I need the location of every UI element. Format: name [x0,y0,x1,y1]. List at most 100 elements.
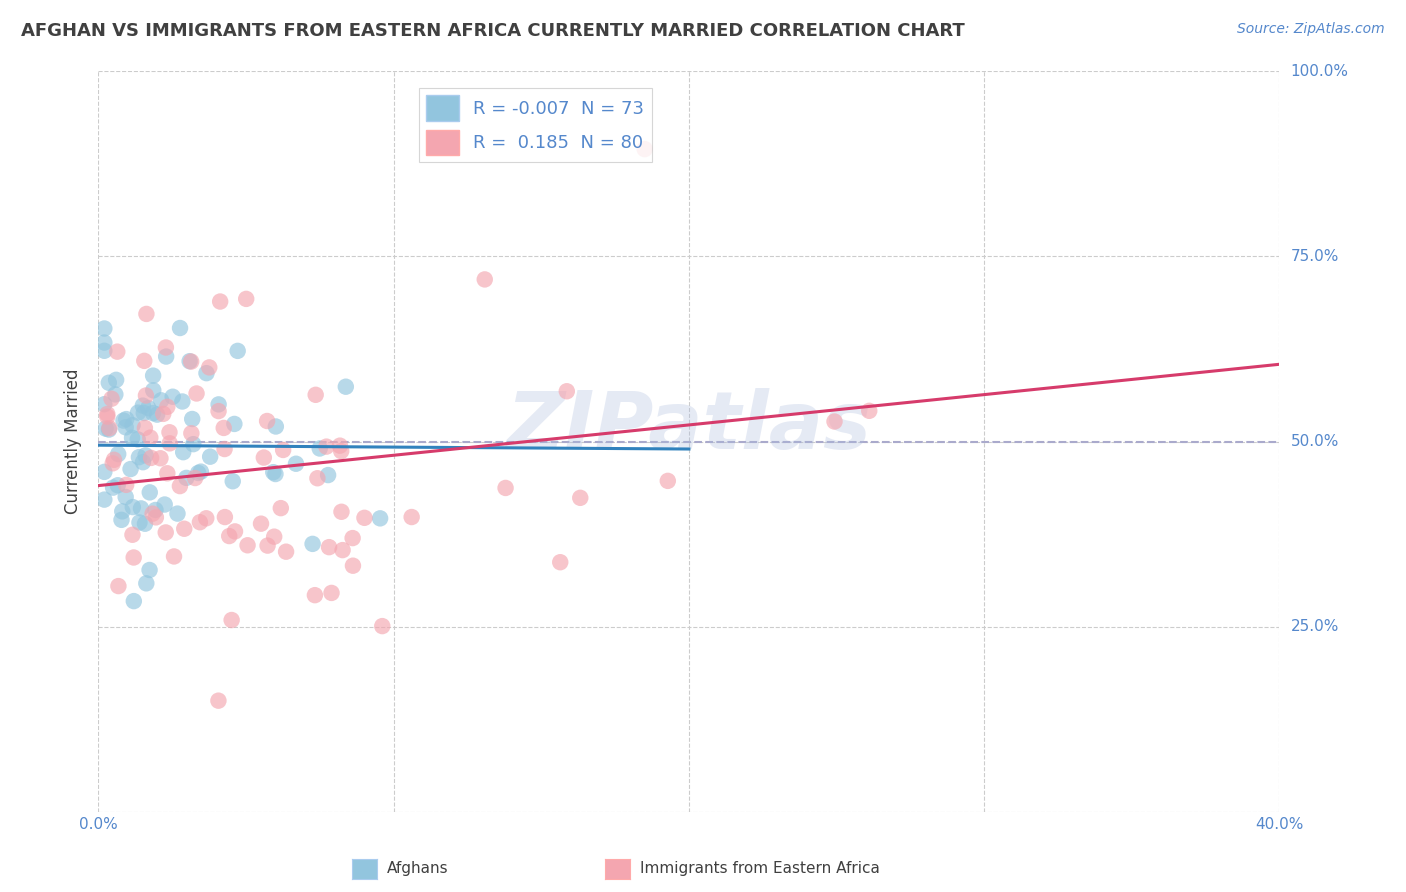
Point [256,539,278,553]
Point [342,531,364,545]
Point [134,354,156,368]
Point [129,501,152,516]
Point [93,335,115,350]
Point [657,474,679,488]
Point [226,343,249,358]
Point [110,513,132,527]
Point [301,537,323,551]
Point [569,491,592,505]
Text: 100.0%: 100.0% [1291,64,1348,78]
Point [98,421,121,435]
Text: 25.0%: 25.0% [1291,619,1339,634]
Point [274,544,297,558]
Point [212,421,235,435]
Point [127,406,149,420]
Point [142,368,165,383]
Point [188,515,211,529]
Point [224,524,246,539]
Point [330,505,353,519]
Point [155,525,177,540]
Point [107,447,129,461]
Point [156,400,179,414]
Point [152,407,174,421]
Text: Afghans: Afghans [387,862,449,876]
Point [153,498,176,512]
Point [150,393,173,408]
Point [308,442,330,456]
Point [256,414,278,428]
Point [181,437,204,451]
Point [236,538,259,552]
Point [235,292,257,306]
Point [132,406,155,420]
Point [97,376,120,390]
Point [318,540,340,554]
Point [93,465,115,479]
Point [401,510,423,524]
Point [195,511,218,525]
Point [115,412,138,426]
Point [858,404,880,418]
Text: Source: ZipAtlas.com: Source: ZipAtlas.com [1237,22,1385,37]
Point [114,490,136,504]
Point [120,462,142,476]
Point [195,366,218,380]
Point [94,421,117,435]
Point [135,576,157,591]
Point [107,478,129,492]
Point [190,465,212,479]
Point [159,436,181,450]
Point [474,272,496,286]
Point [100,392,122,406]
Point [93,343,115,358]
Point [122,594,145,608]
Point [135,388,157,402]
Point [163,549,186,564]
Point [128,516,150,530]
Point [104,387,127,401]
Legend: R = -0.007  N = 73, R =  0.185  N = 80: R = -0.007 N = 73, R = 0.185 N = 80 [419,87,651,162]
Point [142,507,165,521]
Point [315,440,337,454]
Point [305,388,328,402]
Point [214,442,236,456]
Point [173,522,195,536]
Point [218,529,240,543]
Point [181,412,204,426]
Point [221,613,243,627]
Text: ZIPatlas: ZIPatlas [506,388,872,466]
Point [353,511,375,525]
Text: 50.0%: 50.0% [1291,434,1339,449]
Point [122,550,145,565]
Point [634,142,657,156]
Point [263,530,285,544]
Point [139,450,162,465]
Point [186,386,208,401]
Point [98,423,121,437]
Point [304,588,326,602]
Point [145,510,167,524]
Point [132,455,155,469]
Point [224,417,246,431]
Point [96,407,118,421]
Point [207,694,229,708]
Point [321,586,343,600]
Text: 75.0%: 75.0% [1291,249,1339,264]
Point [166,507,188,521]
Point [207,397,229,411]
Point [127,433,149,447]
Point [136,401,159,415]
Point [134,516,156,531]
Point [93,492,115,507]
Point [155,350,177,364]
Point [121,431,143,445]
Point [101,481,124,495]
Point [162,390,184,404]
Point [135,449,157,463]
Point [115,478,138,492]
Point [342,558,364,573]
Point [176,471,198,485]
Point [149,451,172,466]
Point [145,503,167,517]
Point [548,555,571,569]
